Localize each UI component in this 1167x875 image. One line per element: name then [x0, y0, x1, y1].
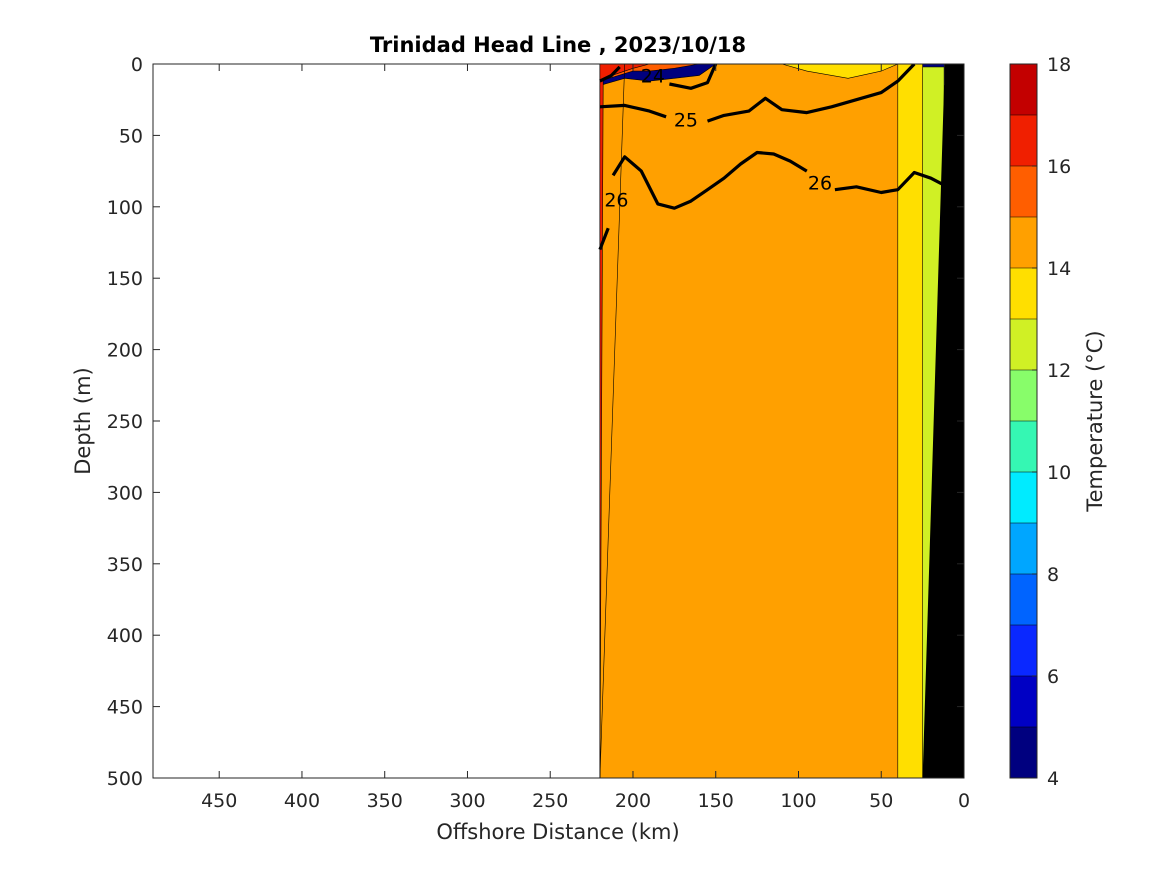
temperature-band: [599, 64, 650, 778]
colorbar-tick-label: 18: [1047, 54, 1071, 76]
y-tick-label: 400: [107, 625, 143, 647]
density-contour-label: 26: [604, 190, 628, 212]
colorbar-swatch: [1010, 64, 1037, 115]
bathymetry-seafloor: [922, 64, 964, 778]
colorbar-tick-label: 16: [1047, 156, 1071, 178]
y-tick-label: 150: [107, 268, 143, 290]
x-tick-label: 0: [958, 790, 970, 812]
colorbar-swatch: [1010, 625, 1037, 676]
y-tick-label: 350: [107, 554, 143, 576]
y-tick-label: 300: [107, 482, 143, 504]
y-tick-label: 250: [107, 411, 143, 433]
colorbar-swatch: [1010, 217, 1037, 268]
colorbar-tick-label: 8: [1047, 564, 1059, 586]
x-axis-ticks: 450 400 350 300 250 200 150 100 50 0: [201, 64, 970, 812]
colorbar-swatch: [1010, 319, 1037, 370]
colorbar-swatch: [1010, 421, 1037, 472]
colorbar-swatch: [1010, 268, 1037, 319]
x-tick-label: 150: [698, 790, 734, 812]
x-tick-label: 450: [201, 790, 237, 812]
colorbar-tick-label: 4: [1047, 768, 1059, 790]
colorbar-swatch: [1010, 472, 1037, 523]
y-tick-label: 200: [107, 340, 143, 362]
colorbar-swatch: [1010, 727, 1037, 778]
y-axis-ticks: 0 50 100 150 200 250 300 350 400 450 500: [107, 54, 964, 790]
colorbar: 4 6 8 10 12 14 16 18: [1009, 54, 1071, 790]
x-tick-label: 100: [780, 790, 816, 812]
x-tick-label: 200: [615, 790, 651, 812]
x-tick-label: 50: [869, 790, 893, 812]
density-contour-label: 24: [641, 65, 665, 87]
colorbar-tick-label: 14: [1047, 258, 1071, 280]
temperature-band: [599, 64, 683, 778]
x-tick-label: 350: [367, 790, 403, 812]
y-tick-label: 100: [107, 197, 143, 219]
x-axis-label: Offshore Distance (km): [436, 820, 679, 844]
density-contour-line: [598, 227, 610, 251]
x-tick-label: 400: [284, 790, 320, 812]
density-contour-line: [599, 65, 621, 83]
density-contour-line: [669, 64, 718, 90]
colorbar-swatch: [1010, 676, 1037, 727]
density-contours: [598, 64, 949, 251]
density-contour-label: 25: [674, 110, 698, 132]
colorbar-swatch: [1010, 166, 1037, 217]
chart-title: Trinidad Head Line , 2023/10/18: [370, 33, 746, 57]
y-tick-label: 500: [107, 768, 143, 790]
x-tick-label: 250: [532, 790, 568, 812]
temperature-band: [599, 64, 899, 778]
density-contour-line: [599, 103, 667, 119]
colorbar-swatch: [1010, 574, 1037, 625]
y-tick-label: 0: [131, 54, 143, 76]
colorbar-tick-label: 10: [1047, 462, 1071, 484]
colorbar-swatch: [1010, 523, 1037, 574]
density-contour-labels: 24 25 26 26: [604, 65, 832, 211]
colorbar-tick-label: 6: [1047, 666, 1059, 688]
density-contour-label: 26: [808, 173, 832, 195]
x-tick-label: 300: [449, 790, 485, 812]
density-contour-line: [834, 170, 949, 195]
density-contour-line: [611, 150, 808, 210]
y-tick-label: 450: [107, 697, 143, 719]
colorbar-swatch: [1010, 115, 1037, 166]
temperature-field: [599, 64, 964, 778]
colorbar-tick-label: 12: [1047, 360, 1071, 382]
density-contour-line: [706, 64, 916, 123]
colorbar-label: Temperature (°C): [1083, 330, 1107, 512]
y-tick-label: 50: [119, 125, 143, 147]
colorbar-swatch: [1010, 370, 1037, 421]
colorbar-frame: [1009, 63, 1038, 779]
y-axis-label: Depth (m): [71, 367, 95, 474]
